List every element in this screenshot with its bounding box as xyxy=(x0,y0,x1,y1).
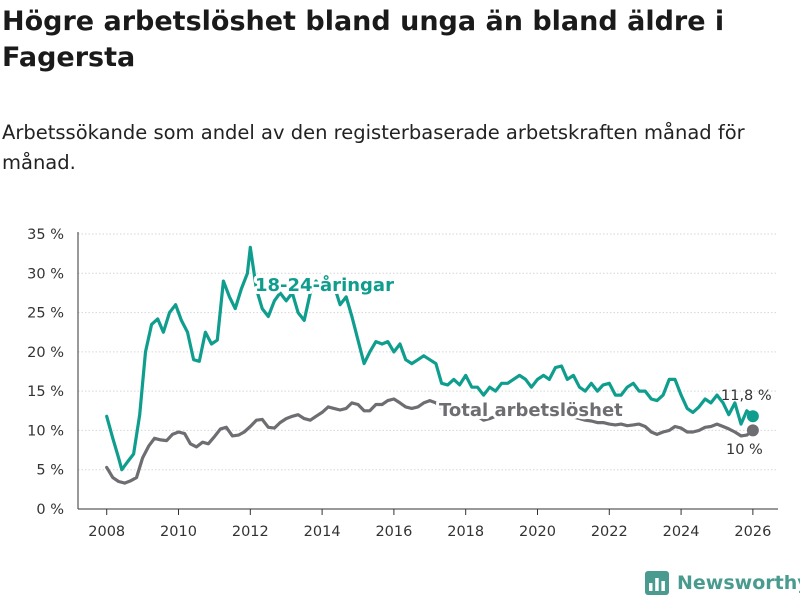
brand[interactable]: Newsworthy xyxy=(645,568,800,598)
series-label-youth: 18-24-åringar xyxy=(255,274,394,296)
y-tick-label: 10 % xyxy=(27,423,64,439)
series-label-youth-halo: 18-24-åringar xyxy=(255,274,394,296)
series-end-marker xyxy=(746,424,759,437)
x-tick-label: 2018 xyxy=(447,524,484,540)
x-tick-label: 2026 xyxy=(734,524,771,540)
page-subtitle: Arbetssökande som andel av den registerb… xyxy=(2,121,745,174)
series-label-total-halo: Total arbetslöshet xyxy=(439,400,623,421)
series-label-total: Total arbetslöshet xyxy=(439,400,623,421)
x-tick-label: 2022 xyxy=(591,524,628,540)
bar-chart-logo-icon xyxy=(645,571,669,595)
x-tick-label: 2016 xyxy=(375,524,412,540)
x-tick-label: 2010 xyxy=(160,524,197,540)
y-tick-label: 0 % xyxy=(36,502,64,518)
y-tick-label: 20 % xyxy=(27,345,64,361)
x-tick-label: 2020 xyxy=(519,524,556,540)
y-tick-label: 15 % xyxy=(27,384,64,400)
series-line-youth xyxy=(105,245,755,472)
end-value-label-total: 10 % xyxy=(726,442,763,458)
x-tick-label: 2012 xyxy=(232,524,269,540)
y-tick-label: 30 % xyxy=(27,266,64,282)
series-line-total xyxy=(105,397,755,485)
y-tick-label: 5 % xyxy=(36,463,64,479)
y-tick-label: 35 % xyxy=(27,227,64,243)
y-tick-label: 25 % xyxy=(27,306,64,322)
x-tick-label: 2024 xyxy=(663,524,700,540)
x-tick-label: 2014 xyxy=(304,524,341,540)
end-value-label-youth: 11,8 % xyxy=(721,388,772,404)
series-end-marker xyxy=(746,410,759,423)
brand-name: Newsworthy xyxy=(677,572,800,594)
page-title: Högre arbetslöshet bland unga än bland ä… xyxy=(2,6,725,73)
x-tick-label: 2008 xyxy=(88,524,125,540)
